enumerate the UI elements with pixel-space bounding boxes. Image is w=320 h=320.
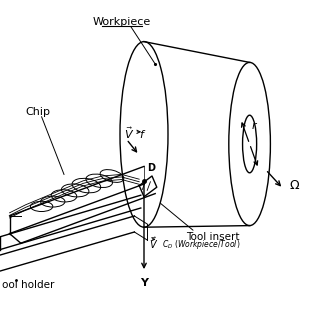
Text: $C_D$ $(Workpiece/Tool)$: $C_D$ $(Workpiece/Tool)$ [162, 238, 240, 251]
Text: Chip: Chip [26, 107, 51, 117]
Text: Workpiece: Workpiece [92, 17, 151, 28]
Text: $\vec{V}$: $\vec{V}$ [149, 236, 158, 251]
Text: Ω: Ω [290, 179, 299, 192]
Text: Tool insert: Tool insert [186, 232, 239, 242]
Text: Y: Y [140, 278, 148, 288]
Text: ool holder: ool holder [2, 280, 54, 290]
Text: r: r [251, 121, 256, 132]
Text: D: D [147, 163, 155, 173]
Text: $\vec{V}$: $\vec{V}$ [124, 125, 134, 141]
Text: $f$: $f$ [139, 128, 147, 140]
